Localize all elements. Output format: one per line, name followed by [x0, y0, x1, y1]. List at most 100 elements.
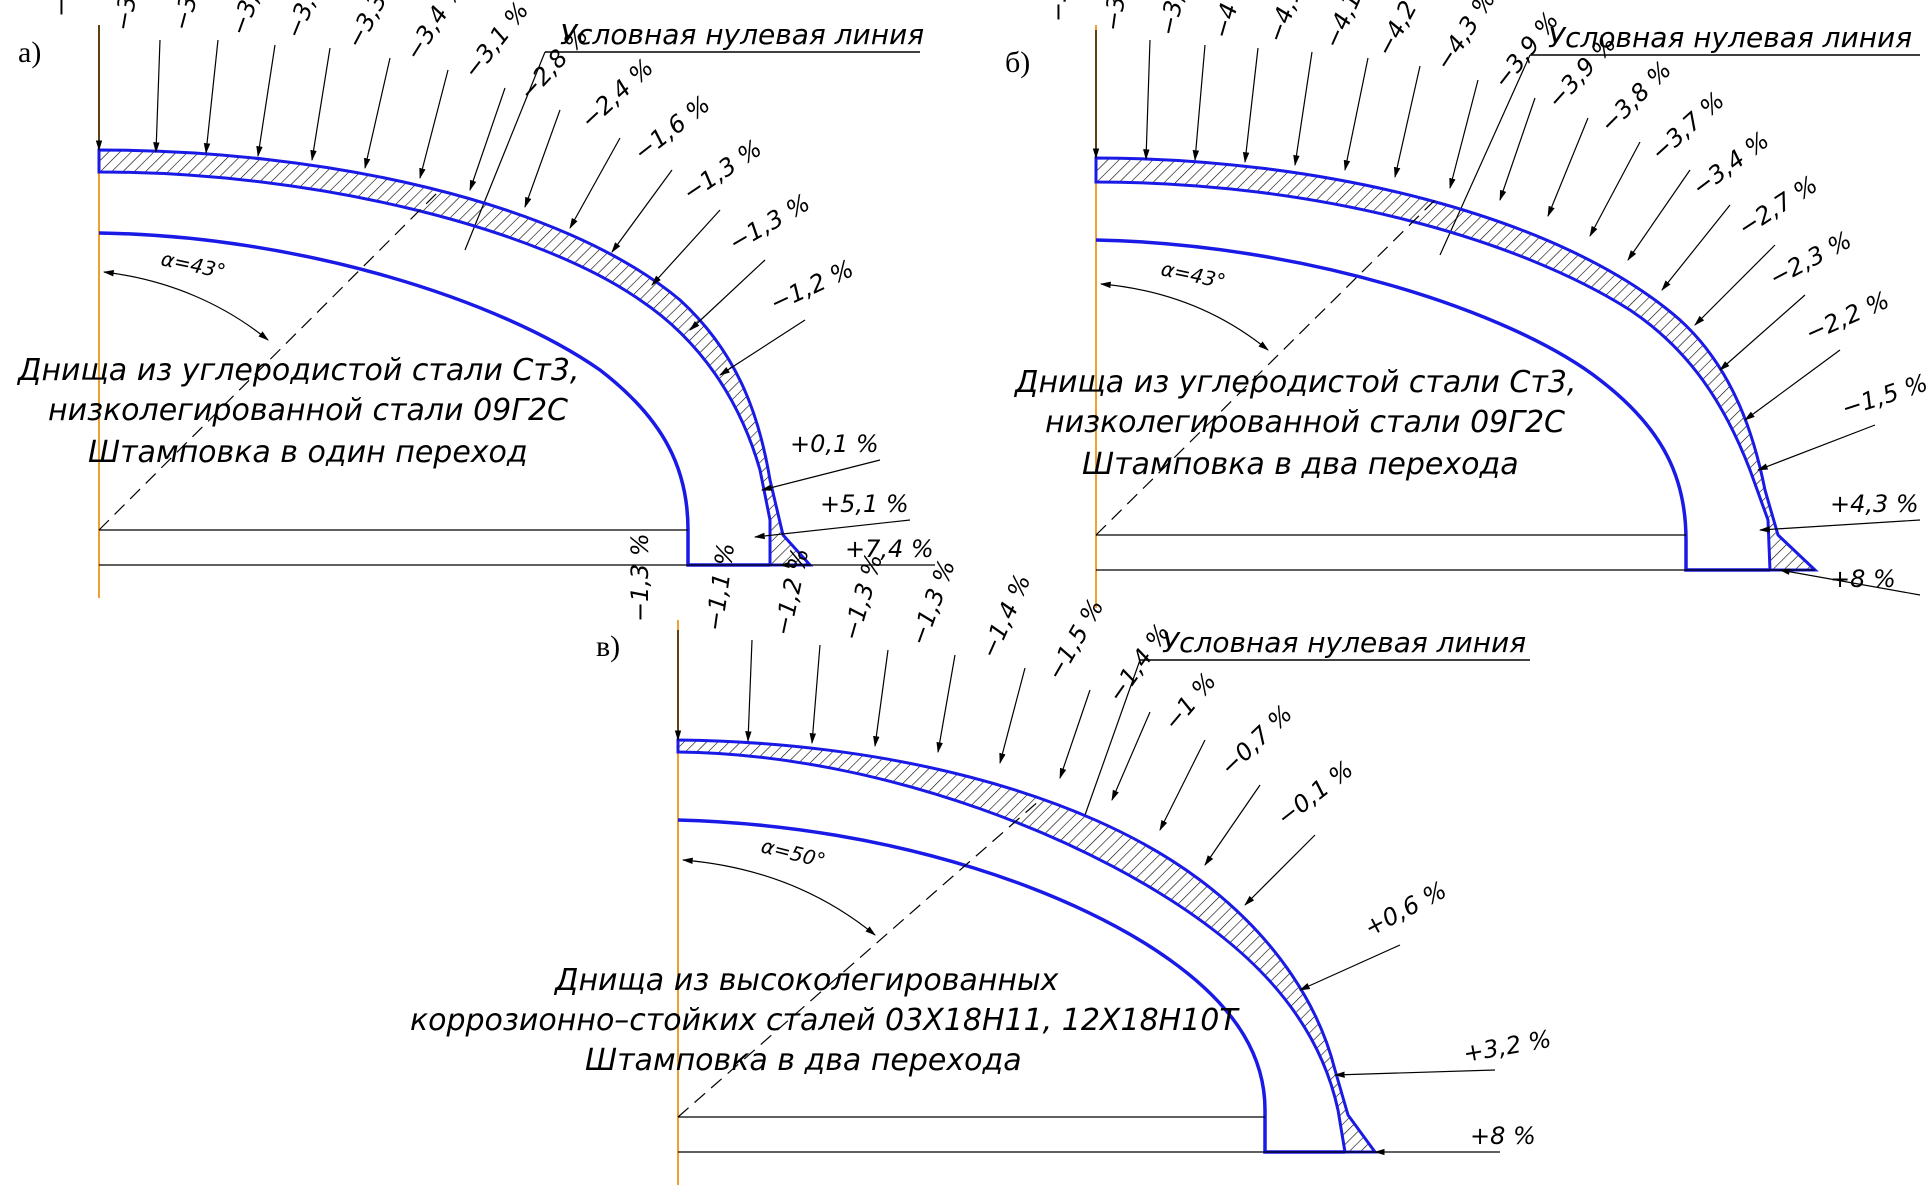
leader-arrow	[206, 40, 218, 153]
wall-section	[678, 740, 1375, 1152]
thinning-value-label: +8 %	[1830, 565, 1896, 593]
leader-arrow	[1245, 835, 1315, 905]
thinning-value-label: −1 %	[1158, 667, 1222, 735]
leader-arrow	[1760, 520, 1920, 530]
thinning-value-label: −4,3 %	[1430, 0, 1502, 75]
thinning-value-label: −4,1 %	[1318, 0, 1380, 52]
leader-arrow	[1695, 245, 1775, 325]
thinning-value-label: −1,3 %	[904, 556, 961, 649]
leader-arrow	[156, 40, 160, 152]
leader-arrow	[1500, 98, 1535, 200]
thinning-labels: −3,7 %−3,6 %−3,9 %−4 %−4,1 %−4,1 %−4,2 %…	[1044, 0, 1927, 595]
thinning-value-label: +3,2 %	[1461, 1025, 1553, 1068]
thinning-value-label: −0,1 %	[1271, 755, 1358, 832]
leader-arrow	[1395, 66, 1420, 177]
caption-line: Днища из углеродистой стали Ст3,	[1013, 365, 1576, 400]
caption-line: низколегированной стали 09Г2С	[48, 393, 568, 428]
angle-arc	[1101, 284, 1268, 350]
zero-line-label: Условная нулевая линия	[560, 18, 924, 51]
angle-label: α=43°	[1159, 256, 1228, 293]
thinning-value-label: +0,6 %	[1360, 876, 1451, 942]
thinning-value-label: −3,9 %	[1153, 0, 1199, 38]
leader-arrow	[525, 110, 560, 207]
panel-b: б) Условная нулевая линия α=43° Днища из…	[1005, 0, 1927, 608]
thinning-value-label: −1,5 %	[1041, 594, 1110, 685]
caption-line: Штамповка в два перехода	[1082, 447, 1519, 482]
thinning-value-label: −3,7 %	[1645, 86, 1730, 166]
leader-arrow	[1112, 712, 1150, 800]
leader-arrow	[612, 170, 672, 252]
leader-arrow	[312, 48, 330, 160]
panel-letter: в)	[596, 630, 620, 663]
thinning-value-label: −3,2 %	[224, 0, 281, 39]
thinning-labels: −2,6 %−3 %−3,2 %−3,2 %−3,2 %−3,3 %−3,4 %…	[47, 0, 935, 565]
leader-arrow	[720, 320, 805, 375]
leader-arrow	[938, 655, 955, 752]
thinning-value-label: −1,3 %	[724, 189, 815, 258]
caption-line: коррозионно–стойких сталей 03Х18Н11, 12Х…	[410, 1003, 1240, 1038]
leader-arrow	[1000, 668, 1025, 763]
thinning-value-label: −1,3 %	[678, 134, 767, 207]
thinning-value-label: −2,7 %	[1733, 170, 1823, 242]
thinning-value-label: −3,1 %	[458, 0, 535, 84]
leader-arrow	[1245, 48, 1258, 162]
thinning-value-label: −3,7 %	[1044, 0, 1072, 22]
thinning-value-label: −1,2 %	[766, 255, 858, 318]
panel-a: а) Условная нулевая линия α=43° Днища из…	[16, 0, 935, 598]
thinning-value-label: −1,3 %	[626, 533, 654, 622]
angle-label: α=50°	[759, 834, 828, 873]
caption-line: Штамповка в два перехода	[585, 1043, 1022, 1078]
thinning-value-label: −1,4 %	[1102, 619, 1176, 708]
thinning-value-label: −3,2 %	[280, 0, 339, 42]
leader-arrow	[570, 138, 620, 228]
wall-section	[1096, 158, 1815, 570]
leader-arrow	[748, 640, 752, 741]
leader-arrow	[1662, 205, 1730, 290]
thinning-value-label: −3,4 %	[1687, 126, 1775, 202]
caption-line: Днища из углеродистой стали Ст3,	[16, 353, 579, 388]
thinning-value-label: −1,6 %	[628, 90, 715, 167]
thinning-value-label: +5,1 %	[820, 490, 909, 518]
thinning-value-label: −4,1 %	[1261, 0, 1318, 46]
thinning-value-label: −3,3 %	[341, 0, 407, 53]
thinning-value-label: −2,3 %	[1765, 226, 1856, 292]
panel-c: в) Условная нулевая линия α=50° Днища из…	[410, 533, 1553, 1185]
leader-arrow	[1345, 58, 1368, 170]
angle-arc	[683, 860, 875, 935]
leader-arrow	[690, 260, 765, 330]
leader-arrow	[1295, 52, 1312, 165]
thinning-value-label: −2,8 %	[514, 21, 594, 106]
thinning-value-label: −4 %	[1207, 0, 1252, 42]
leader-arrow	[420, 70, 448, 178]
leader-arrow	[762, 460, 880, 490]
thinning-value-label: −2,2 %	[1801, 286, 1893, 348]
leader-arrow	[1146, 40, 1150, 159]
leader-arrow	[1060, 690, 1090, 778]
leader-arrow	[875, 650, 888, 746]
leader-arrow	[1205, 785, 1260, 865]
leader-arrow	[1758, 425, 1875, 470]
caption-line: Днища из высоколегированных	[553, 963, 1059, 998]
thinning-value-label: −3,4 %	[399, 0, 470, 65]
thinning-value-label: −1,1 %	[700, 541, 740, 633]
leader-arrow	[1335, 1070, 1495, 1075]
panel-letter: б)	[1005, 46, 1030, 79]
thinning-value-label: −2,4 %	[575, 53, 659, 134]
leader-arrow	[1590, 142, 1640, 236]
caption-line: Штамповка в один переход	[88, 435, 528, 470]
leader-arrow	[652, 210, 720, 285]
angle-label: α=43°	[159, 246, 228, 283]
thinning-value-label: +0,1 %	[790, 430, 879, 458]
zero-line-label: Условная нулевая линия	[1162, 626, 1526, 659]
thinning-value-label: −3,2 %	[167, 0, 217, 34]
thinning-value-label: −3 %	[108, 0, 147, 33]
panel-letter: а)	[18, 36, 41, 69]
leader-arrow	[365, 58, 390, 168]
leader-arrow	[1745, 350, 1840, 420]
leader-arrow	[470, 88, 505, 190]
leader-arrow	[1720, 295, 1805, 370]
leader-arrow	[258, 45, 275, 156]
thinning-value-label: −1,5 %	[1838, 369, 1927, 423]
caption-line: низколегированной стали 09Г2С	[1045, 405, 1565, 440]
